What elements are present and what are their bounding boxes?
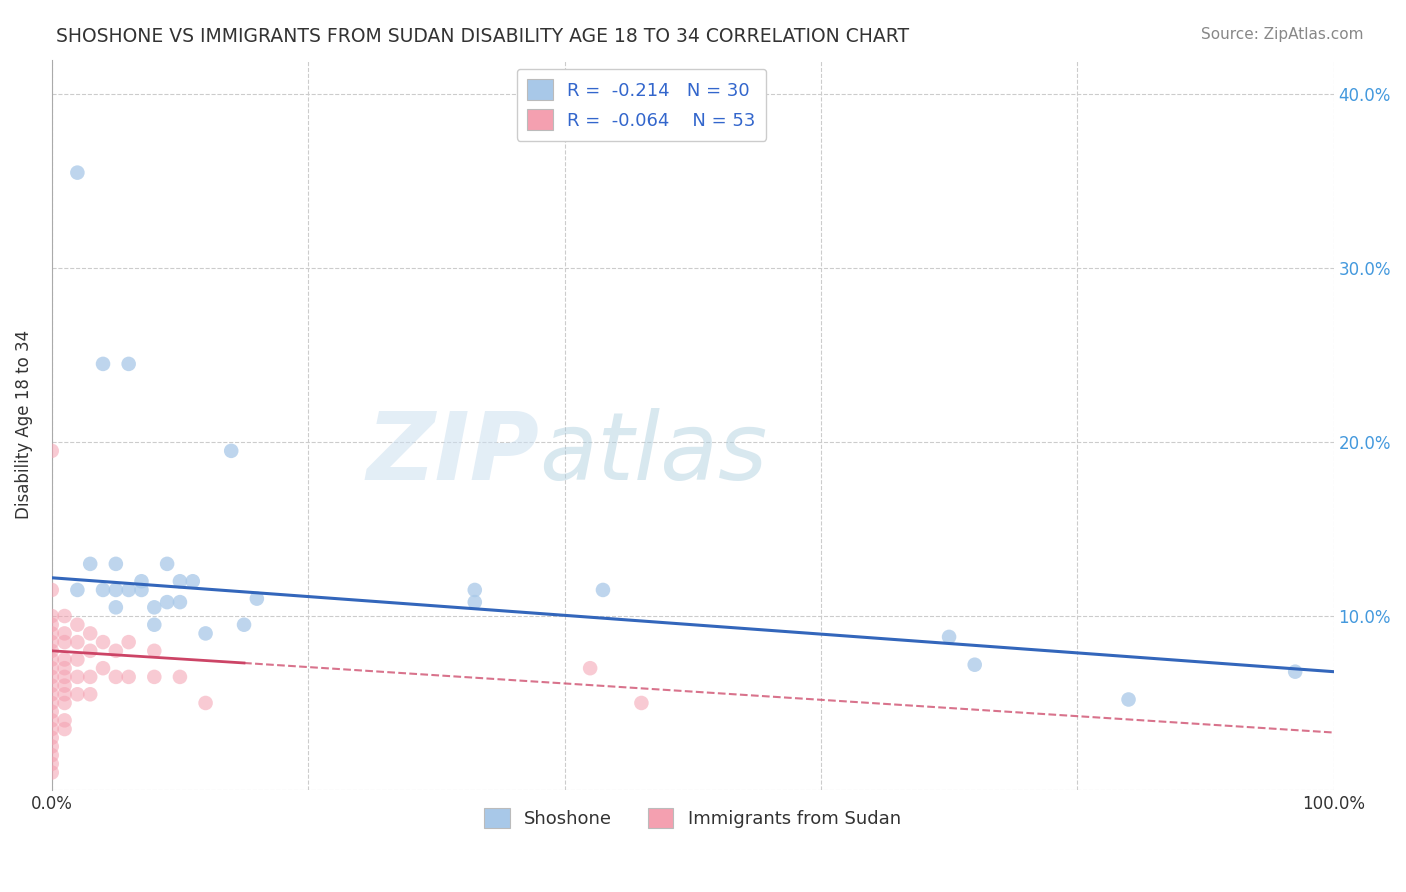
Point <box>53 652 76 666</box>
Point <box>131 582 153 597</box>
Point <box>1118 692 1140 706</box>
Point <box>91 635 114 649</box>
Point <box>118 670 141 684</box>
Point <box>41 765 63 780</box>
Point <box>143 617 166 632</box>
Point <box>156 595 179 609</box>
Point <box>963 657 986 672</box>
Point <box>104 582 127 597</box>
Point <box>41 739 63 754</box>
Point <box>66 582 89 597</box>
Point <box>579 661 602 675</box>
Point <box>41 714 63 728</box>
Point <box>79 670 101 684</box>
Point <box>194 626 217 640</box>
Point <box>194 696 217 710</box>
Point <box>41 443 63 458</box>
Point <box>41 748 63 763</box>
Point <box>104 600 127 615</box>
Point <box>41 626 63 640</box>
Point <box>66 687 89 701</box>
Point <box>131 574 153 589</box>
Point <box>91 582 114 597</box>
Point <box>41 609 63 624</box>
Point <box>156 557 179 571</box>
Point <box>104 644 127 658</box>
Point <box>41 696 63 710</box>
Point <box>41 644 63 658</box>
Point <box>53 696 76 710</box>
Text: SHOSHONE VS IMMIGRANTS FROM SUDAN DISABILITY AGE 18 TO 34 CORRELATION CHART: SHOSHONE VS IMMIGRANTS FROM SUDAN DISABI… <box>56 27 910 45</box>
Point <box>118 582 141 597</box>
Point <box>79 557 101 571</box>
Point <box>41 635 63 649</box>
Point <box>143 600 166 615</box>
Point <box>66 617 89 632</box>
Point <box>53 722 76 736</box>
Point <box>91 357 114 371</box>
Point <box>41 582 63 597</box>
Text: atlas: atlas <box>538 409 768 500</box>
Point <box>233 617 256 632</box>
Point <box>79 644 101 658</box>
Legend: Shoshone, Immigrants from Sudan: Shoshone, Immigrants from Sudan <box>477 800 908 836</box>
Point <box>41 687 63 701</box>
Point <box>41 679 63 693</box>
Point <box>66 670 89 684</box>
Point <box>169 574 191 589</box>
Y-axis label: Disability Age 18 to 34: Disability Age 18 to 34 <box>15 330 32 519</box>
Point <box>53 714 76 728</box>
Point <box>181 574 204 589</box>
Point <box>91 661 114 675</box>
Point <box>104 557 127 571</box>
Point <box>53 626 76 640</box>
Point <box>41 722 63 736</box>
Point <box>66 652 89 666</box>
Point <box>464 595 486 609</box>
Point <box>53 609 76 624</box>
Point <box>169 595 191 609</box>
Point <box>464 582 486 597</box>
Point <box>41 670 63 684</box>
Point <box>41 756 63 771</box>
Point <box>118 357 141 371</box>
Point <box>41 617 63 632</box>
Point <box>53 635 76 649</box>
Point <box>1284 665 1306 679</box>
Point <box>246 591 269 606</box>
Point <box>104 670 127 684</box>
Point <box>938 630 960 644</box>
Point <box>41 705 63 719</box>
Point <box>630 696 652 710</box>
Point <box>219 443 242 458</box>
Point <box>66 635 89 649</box>
Point <box>118 635 141 649</box>
Point <box>41 731 63 745</box>
Point <box>66 166 89 180</box>
Point <box>79 626 101 640</box>
Point <box>143 644 166 658</box>
Text: Source: ZipAtlas.com: Source: ZipAtlas.com <box>1201 27 1364 42</box>
Point <box>53 661 76 675</box>
Point <box>53 679 76 693</box>
Point <box>169 670 191 684</box>
Point <box>41 652 63 666</box>
Point <box>53 670 76 684</box>
Text: ZIP: ZIP <box>366 408 538 500</box>
Point <box>41 661 63 675</box>
Point <box>143 670 166 684</box>
Point <box>79 687 101 701</box>
Point <box>53 687 76 701</box>
Point <box>592 582 614 597</box>
